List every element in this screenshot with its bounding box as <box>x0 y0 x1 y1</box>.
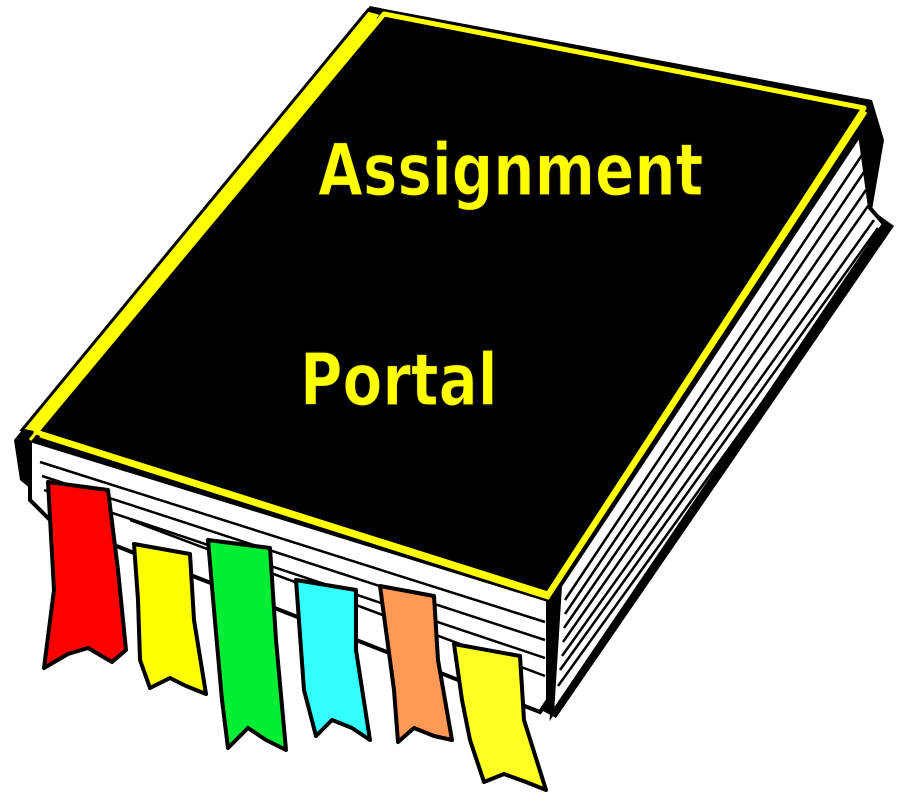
page-lines-right <box>556 154 884 687</box>
page-edges-right <box>549 128 887 722</box>
cover-title-line2: Portal <box>300 339 498 423</box>
bookmark-green <box>206 538 288 752</box>
bookmarks <box>42 480 548 792</box>
bookmark-yellow <box>132 542 208 696</box>
bookmark-red <box>42 480 128 670</box>
book-cover <box>33 11 867 597</box>
bookmark-cyan <box>294 578 372 742</box>
cover-title-line1: Assignment <box>318 129 703 213</box>
bookmark-yellow-2 <box>452 642 548 792</box>
spine-highlight <box>28 17 378 441</box>
cover-edge-trim <box>39 111 868 600</box>
bookmark-orange <box>378 584 454 744</box>
